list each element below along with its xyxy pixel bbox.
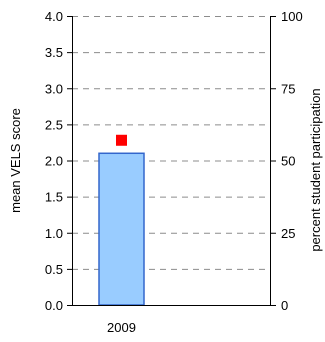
bar-series <box>98 152 145 306</box>
left-tick-label: 3.0 <box>45 81 63 96</box>
right-tick-label: 75 <box>281 81 295 96</box>
left-axis-ticks: 0.0 0.5 1.0 1.5 2.0 2.5 3.0 3.5 4.0 <box>45 9 72 313</box>
right-axis-ticks: 0 25 50 75 100 <box>270 9 303 313</box>
y2-axis-title: percent student participation <box>308 88 323 251</box>
right-tick-label: 50 <box>281 154 295 169</box>
right-tick-label: 100 <box>281 9 303 24</box>
left-tick-label: 2.5 <box>45 117 63 132</box>
left-tick-label: 0.0 <box>45 298 63 313</box>
y-axis-title: mean VELS score <box>8 108 23 213</box>
right-tick-label: 25 <box>281 226 295 241</box>
left-tick-label: 4.0 <box>45 9 63 24</box>
left-tick-label: 2.0 <box>45 154 63 169</box>
category-label: 2009 <box>107 320 136 335</box>
left-tick-label: 0.5 <box>45 262 63 277</box>
right-tick-label: 0 <box>281 298 288 313</box>
participation-point <box>116 134 127 146</box>
left-tick-label: 3.5 <box>45 45 63 60</box>
left-tick-label: 1.0 <box>45 226 63 241</box>
left-tick-label: 1.5 <box>45 190 63 205</box>
participation-series <box>116 134 127 146</box>
bar <box>98 152 145 306</box>
category-labels: 2009 <box>107 320 136 335</box>
